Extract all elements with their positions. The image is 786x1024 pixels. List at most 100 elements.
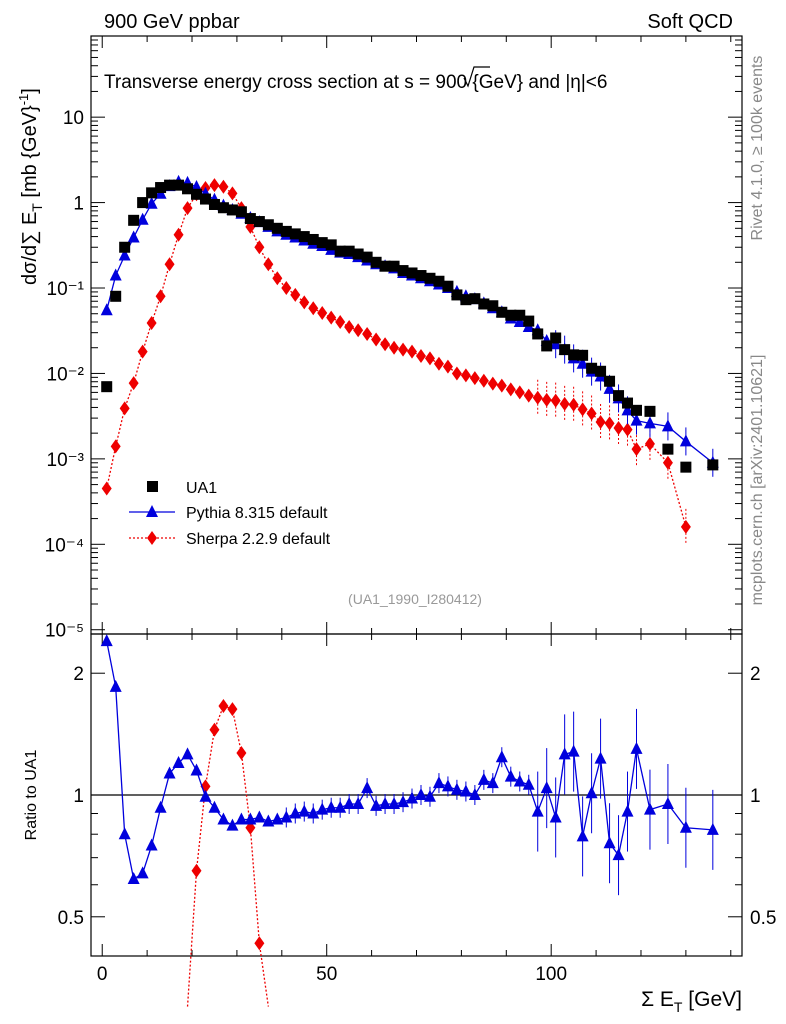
sqrt-symbol bbox=[463, 66, 490, 88]
ratio-pythia-point bbox=[280, 810, 293, 823]
ua1-point bbox=[523, 315, 535, 327]
ua1-point bbox=[550, 332, 562, 344]
ratio-pythia-point bbox=[477, 772, 490, 785]
ua1-point bbox=[478, 298, 490, 310]
y-axis-label: dσ/d∑ ET [mb {GeV}-1] bbox=[16, 88, 45, 285]
ratio-pythia-point bbox=[441, 779, 454, 792]
ratio-pythia-point bbox=[253, 810, 266, 823]
ua1-point bbox=[361, 251, 373, 263]
sherpa-point bbox=[209, 178, 220, 193]
ua1-point bbox=[119, 241, 131, 253]
pythia-point bbox=[127, 230, 140, 243]
ua1-point bbox=[415, 270, 427, 282]
ratio-sherpa-point bbox=[236, 746, 247, 761]
ratio-pythia-point bbox=[298, 804, 311, 817]
ratio-pythia-point bbox=[316, 802, 329, 815]
ua1-point bbox=[559, 344, 571, 356]
ua1-point bbox=[388, 260, 400, 272]
ratio-pythia-point bbox=[343, 797, 356, 810]
sherpa-point bbox=[469, 371, 480, 386]
ratio-pythia-point bbox=[235, 812, 248, 825]
ua1-point bbox=[199, 193, 211, 205]
sherpa-point bbox=[299, 295, 310, 310]
sherpa-point bbox=[523, 388, 534, 403]
ratio-pythia-point bbox=[118, 827, 131, 840]
ratio-pythia-point bbox=[226, 818, 239, 831]
x-tick-label: 100 bbox=[535, 964, 567, 985]
pythia-point bbox=[513, 315, 526, 328]
ratio-pythia-point bbox=[423, 789, 436, 802]
sherpa-point bbox=[371, 332, 382, 347]
sherpa-point bbox=[541, 392, 552, 407]
ratio-pythia-point bbox=[504, 769, 517, 782]
ratio-pythia-point bbox=[172, 755, 185, 768]
sherpa-point bbox=[137, 344, 148, 359]
ratio-pythia-point bbox=[379, 797, 392, 810]
ratio-sherpa-point bbox=[227, 702, 238, 717]
sherpa-point bbox=[680, 519, 691, 534]
pythia-point bbox=[643, 416, 656, 429]
ua1-point bbox=[334, 245, 346, 257]
ratio-pythia-point bbox=[370, 798, 383, 811]
pythia-point bbox=[109, 268, 122, 281]
ua1-point bbox=[146, 187, 158, 199]
ratio-sherpa-point bbox=[218, 698, 229, 713]
sherpa-point bbox=[254, 240, 265, 255]
ua1-point bbox=[110, 290, 122, 302]
sherpa-point bbox=[433, 356, 444, 371]
ua1-point bbox=[325, 239, 337, 251]
ratio-pythia-point bbox=[289, 806, 302, 819]
ratio-pythia-point bbox=[513, 774, 526, 787]
ua1-point bbox=[191, 188, 203, 200]
sherpa-point bbox=[353, 323, 364, 338]
y-tick-label: 10⁻² bbox=[47, 364, 85, 385]
x-axis-label: Σ ET [GeV] bbox=[641, 988, 742, 1015]
y-tick-label: 1 bbox=[73, 194, 84, 215]
ratio-pythia-point bbox=[181, 747, 194, 760]
ratio-pythia-point bbox=[432, 776, 445, 789]
legend-label-pythia: Pythia 8.315 default bbox=[186, 505, 328, 522]
ratio-pythia-point bbox=[567, 744, 580, 757]
sherpa-point bbox=[451, 366, 462, 381]
ratio-pythia-point bbox=[643, 802, 656, 815]
sherpa-point bbox=[613, 420, 624, 435]
ua1-point bbox=[379, 260, 391, 272]
ratio-pythia-point bbox=[334, 800, 347, 813]
sherpa-point bbox=[227, 186, 238, 201]
ua1-point bbox=[433, 275, 445, 287]
ua1-point bbox=[469, 293, 481, 305]
sherpa-point bbox=[631, 442, 642, 457]
pythia-point bbox=[145, 196, 158, 209]
ratio-pythia-point bbox=[576, 829, 589, 842]
sherpa-point bbox=[415, 349, 426, 364]
pythia-point bbox=[118, 248, 131, 261]
ratio-pythia-point bbox=[468, 788, 481, 800]
sherpa-point bbox=[173, 227, 184, 242]
y-tick-label: 10 bbox=[63, 108, 84, 129]
legend: UA1 Pythia 8.315 default Sherpa 2.2.9 de… bbox=[129, 480, 331, 548]
sherpa-point bbox=[182, 201, 193, 216]
sherpa-point bbox=[263, 257, 274, 272]
ua1-point bbox=[155, 182, 167, 194]
ratio-pythia-point bbox=[679, 820, 692, 833]
ua1-point bbox=[397, 265, 409, 277]
header-right: Soft QCD bbox=[647, 11, 733, 33]
ratio-pythia-point bbox=[397, 795, 410, 808]
ua1-point bbox=[662, 443, 674, 455]
ua1-point bbox=[262, 219, 274, 231]
mcplots-label: mcplots.cern.ch [arXiv:2401.10621] bbox=[749, 355, 766, 606]
pythia-point bbox=[630, 413, 643, 426]
pythia-point bbox=[661, 419, 674, 432]
ua1-point bbox=[307, 233, 319, 245]
sherpa-point bbox=[317, 305, 328, 320]
sherpa-point bbox=[424, 351, 435, 366]
ratio-pythia-point bbox=[307, 806, 320, 819]
sherpa-point bbox=[577, 402, 588, 417]
sherpa-point bbox=[586, 406, 597, 421]
analysis-id: (UA1_1990_I280412) bbox=[348, 591, 482, 607]
ratio-pythia-point bbox=[558, 747, 571, 760]
sherpa-point bbox=[119, 401, 130, 416]
ua1-point bbox=[235, 206, 247, 218]
ua1-point bbox=[182, 183, 194, 195]
